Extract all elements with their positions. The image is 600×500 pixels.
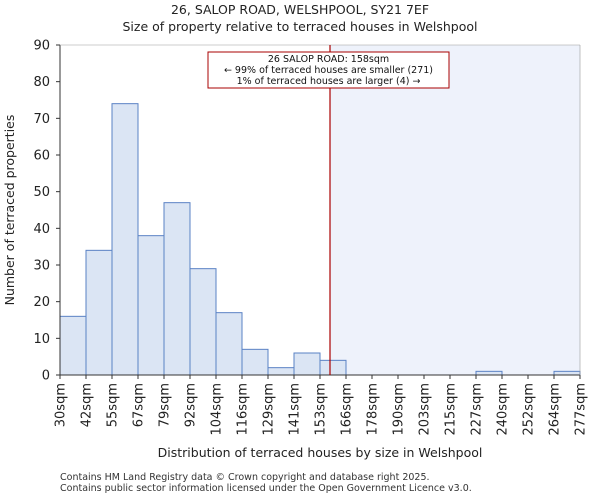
y-tick-label: 50	[33, 185, 50, 200]
y-tick-label: 20	[33, 295, 50, 310]
x-tick-label: 67sqm	[132, 383, 147, 427]
x-tick-label: 30sqm	[54, 383, 69, 427]
x-tick-label: 42sqm	[80, 383, 95, 427]
x-tick-label: 141sqm	[288, 383, 303, 436]
x-tick-label: 116sqm	[236, 383, 251, 436]
x-tick-label: 264sqm	[548, 383, 563, 436]
x-tick-label: 240sqm	[496, 383, 511, 436]
x-tick-label: 190sqm	[392, 383, 407, 436]
y-tick-label: 80	[33, 75, 50, 90]
x-tick-label: 203sqm	[418, 383, 433, 436]
x-tick-label: 215sqm	[444, 383, 459, 436]
larger-region-shade	[330, 45, 580, 375]
chart-subtitle: Size of property relative to terraced ho…	[122, 19, 478, 34]
x-axis-title: Distribution of terraced houses by size …	[158, 445, 483, 460]
histogram-bar	[241, 348, 269, 376]
x-tick-label: 79sqm	[158, 383, 173, 427]
histogram-bar	[189, 268, 217, 376]
histogram-bar	[475, 370, 503, 376]
chart-title: 26, SALOP ROAD, WELSHPOOL, SY21 7EF	[170, 2, 430, 17]
x-tick-label: 166sqm	[340, 383, 355, 436]
x-tick-label: 55sqm	[106, 383, 121, 427]
x-tick-label: 129sqm	[262, 383, 277, 436]
y-tick-label: 60	[33, 149, 50, 164]
annotation-line-3: 1% of terraced houses are larger (4) →	[237, 76, 421, 87]
histogram-bar	[163, 202, 191, 376]
x-tick-label: 252sqm	[522, 383, 537, 436]
x-tick-label: 104sqm	[210, 383, 225, 436]
x-tick-label: 153sqm	[314, 383, 329, 436]
histogram-bar	[137, 235, 165, 376]
x-tick-label: 92sqm	[184, 383, 199, 427]
histogram-bar	[319, 359, 347, 376]
y-tick-label: 30	[33, 259, 50, 274]
histogram-bar	[111, 103, 139, 376]
x-tick-label: 277sqm	[574, 383, 589, 436]
histogram-bar	[553, 370, 581, 376]
x-tick-label: 178sqm	[366, 383, 381, 436]
annotation-line-2: ← 99% of terraced houses are smaller (27…	[224, 65, 433, 76]
histogram-bar	[215, 312, 243, 376]
y-tick-label: 0	[42, 369, 50, 384]
footer-line-2: Contains public sector information licen…	[60, 483, 472, 494]
y-axis-title: Number of terraced properties	[2, 115, 17, 306]
y-tick-label: 10	[33, 332, 50, 347]
footer-line-1: Contains HM Land Registry data © Crown c…	[60, 472, 430, 483]
x-tick-label: 227sqm	[470, 383, 485, 436]
y-tick-label: 90	[33, 39, 50, 54]
histogram-bar	[293, 352, 321, 376]
y-tick-label: 40	[33, 222, 50, 237]
y-tick-label: 70	[33, 112, 50, 127]
annotation-line-1: 26 SALOP ROAD: 158sqm	[268, 54, 389, 65]
histogram-bar	[267, 367, 295, 376]
histogram-bar	[59, 315, 87, 376]
annotation-box	[207, 51, 450, 89]
histogram-bar	[85, 249, 113, 376]
